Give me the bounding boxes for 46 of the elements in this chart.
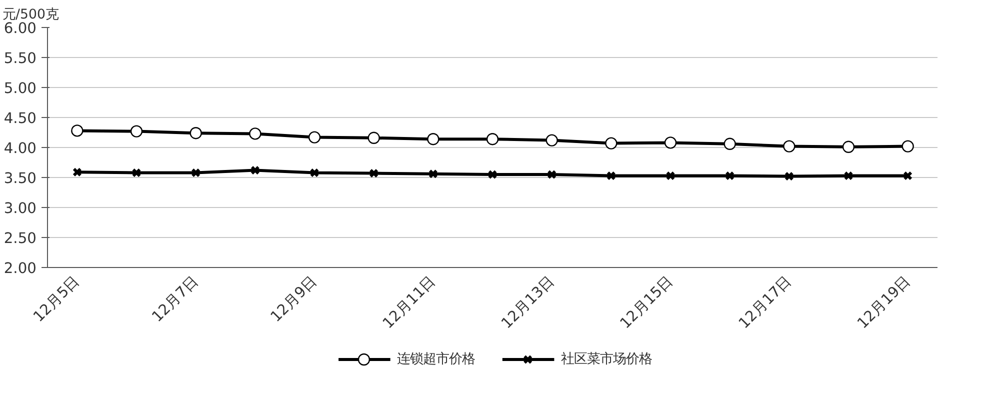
point xyxy=(844,171,854,180)
legend-label: 社区菜市场价格 xyxy=(560,352,652,367)
legend-label: 连锁超市价格 xyxy=(396,352,475,367)
point xyxy=(547,170,557,180)
point xyxy=(249,128,262,140)
y-tick-label: 5.00 xyxy=(4,80,37,97)
point xyxy=(428,169,438,179)
x-tick-label: 12月17日 xyxy=(736,272,796,332)
point xyxy=(132,168,142,178)
point xyxy=(664,136,677,149)
point xyxy=(250,166,260,175)
y-tick-label: 3.50 xyxy=(4,170,37,187)
point xyxy=(605,137,618,150)
point xyxy=(783,140,796,152)
x-tick-label: 12月7日 xyxy=(148,272,202,326)
y-tick-label: 4.50 xyxy=(4,110,37,127)
point xyxy=(71,124,84,137)
x-tick-label: 12月13日 xyxy=(498,272,558,332)
point xyxy=(546,134,558,146)
point xyxy=(130,125,143,138)
point xyxy=(369,168,379,178)
point xyxy=(724,138,736,150)
point xyxy=(606,171,616,180)
y-tick-label: 2.50 xyxy=(4,230,37,247)
x-tick-label: 12月19日 xyxy=(854,272,914,332)
y-tick-label: 5.50 xyxy=(4,50,37,67)
y-tick-label: 6.00 xyxy=(4,20,37,37)
point xyxy=(368,132,380,144)
point xyxy=(842,140,855,153)
x-tick-label: 12月11日 xyxy=(380,272,440,332)
point xyxy=(310,168,320,178)
point xyxy=(191,168,201,178)
point xyxy=(784,172,794,181)
y-tick-label: 3.00 xyxy=(4,200,37,217)
point xyxy=(666,171,676,180)
x-tick-label: 12月9日 xyxy=(267,272,321,326)
point xyxy=(427,133,440,146)
point xyxy=(488,170,498,180)
point xyxy=(725,171,735,180)
point xyxy=(190,127,202,140)
x-tick-label: 12月15日 xyxy=(616,272,677,332)
y-axis-title: 元/500克 xyxy=(2,8,58,22)
point xyxy=(486,133,499,146)
y-tick-label: 4.00 xyxy=(4,140,37,157)
point xyxy=(902,140,914,152)
point xyxy=(308,131,321,144)
